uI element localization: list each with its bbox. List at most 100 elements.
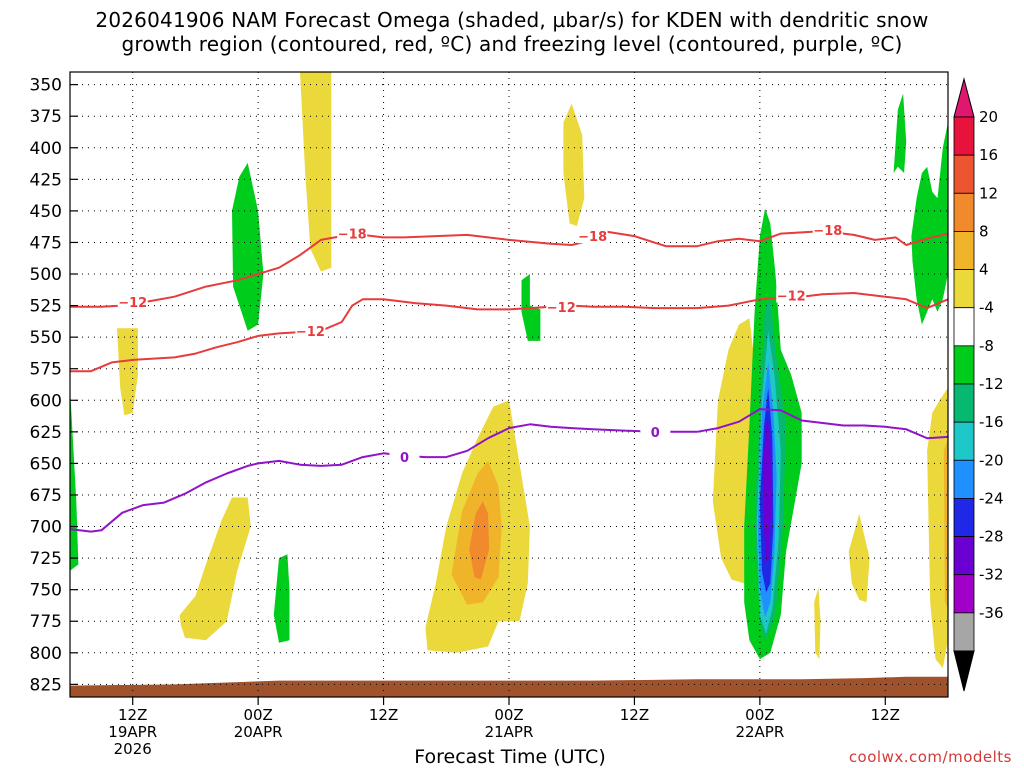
colorbar-label-11: -28 xyxy=(979,528,1004,546)
contour-label-freezing_level-1: 0 xyxy=(651,426,660,441)
colorbar-swatch-3 xyxy=(953,231,975,270)
y-tick-label-11: 625 xyxy=(30,423,62,443)
omega-region-23 xyxy=(943,438,948,609)
y-axis: 350 375 400 425 450 475 500 525 550 575 600 625 650 6… xyxy=(30,76,78,695)
colorbar-label-10: -24 xyxy=(979,489,1004,507)
colorbar-label-3: 8 xyxy=(979,222,989,240)
x-tick-label-5: 00Z xyxy=(745,706,774,724)
colorbar-swatch-11 xyxy=(953,536,975,576)
contour-label-freezing_level-0: 0 xyxy=(400,451,409,466)
y-tick-label-3: 425 xyxy=(30,170,62,190)
colorbar-label-7: -12 xyxy=(979,375,1004,393)
chart-title-line2: growth region (contoured, red, ºC) and f… xyxy=(121,32,903,56)
omega-region-11 xyxy=(712,318,755,584)
chart-title-line1: 2026041906 NAM Forecast Omega (shaded, µ… xyxy=(95,8,929,32)
colorbar-label-2: 12 xyxy=(979,184,998,202)
y-tick-label-1: 375 xyxy=(30,107,62,127)
contour-label-dgz_minus12-1: −12 xyxy=(296,325,325,340)
contour-label-dgz_minus18-2: −18 xyxy=(813,224,842,239)
x-axis-title: Forecast Time (UTC) xyxy=(414,746,606,768)
contour-label-bg-dgz_minus18-2 xyxy=(812,221,843,237)
contour-label-dgz_minus12-3: −12 xyxy=(777,289,806,304)
contour-label-bg-dgz_minus12-3 xyxy=(776,287,807,303)
y-tick-label-7: 525 xyxy=(30,297,62,317)
omega-region-1 xyxy=(232,162,264,331)
contour-label-dgz_minus18-0: −18 xyxy=(338,228,367,243)
y-tick-label-4: 450 xyxy=(30,202,62,222)
contour-dgz_minus12 xyxy=(70,292,949,373)
x-date-label-3: 21APR xyxy=(485,723,534,741)
y-tick-label-14: 700 xyxy=(30,518,62,538)
terrain-layer xyxy=(70,676,948,697)
colorbar-bottom-arrow xyxy=(953,650,975,692)
colorbar-label-0: 20 xyxy=(979,108,998,126)
contour-label-dgz_minus12-2: −12 xyxy=(547,301,576,316)
colorbar-swatch-13 xyxy=(953,612,975,652)
omega-region-10 xyxy=(563,103,585,226)
colorbar: 20 16 12 8 4 -4 -8 -12 -16 -20 -24 -28 -32 -36 xyxy=(953,77,1004,692)
colorbar-swatch-8 xyxy=(953,421,975,461)
x-tick-label-0: 12Z xyxy=(118,706,147,724)
x-date-label-5: 22APR xyxy=(735,723,784,741)
colorbar-swatch-4 xyxy=(953,269,975,309)
y-tick-label-17: 775 xyxy=(30,612,62,632)
colorbar-swatch-10 xyxy=(953,498,975,537)
x-date-label-1: 20APR xyxy=(234,723,283,741)
contour-layer: −18 −18 −18 −12 −12 −12 −12 0 0 xyxy=(69,221,949,533)
omega-region-22 xyxy=(927,387,948,668)
contour-label-bg-dgz_minus12-0 xyxy=(117,293,148,309)
colorbar-swatch-5 xyxy=(953,307,975,347)
credit-link[interactable]: coolwx.com/modelts xyxy=(848,748,1012,766)
colorbar-label-5: -4 xyxy=(979,299,994,317)
x-tick-label-3: 00Z xyxy=(494,706,523,724)
y-tick-label-10: 600 xyxy=(30,391,62,411)
y-tick-label-15: 725 xyxy=(30,549,62,569)
colorbar-swatch-12 xyxy=(953,574,975,614)
colorbar-swatch-7 xyxy=(953,383,975,423)
omega-region-2 xyxy=(117,328,138,416)
y-tick-label-9: 575 xyxy=(30,360,62,380)
omega-region-21 xyxy=(911,109,948,325)
contour-freezing_level xyxy=(69,408,949,533)
x-tick-label-6: 12Z xyxy=(871,706,900,724)
colorbar-label-6: -8 xyxy=(979,337,994,355)
x-tick-label-4: 12Z xyxy=(620,706,649,724)
contour-label-bg-dgz_minus18-0 xyxy=(337,225,368,241)
y-tick-label-19: 825 xyxy=(30,675,62,695)
omega-region-19 xyxy=(814,587,821,660)
grid-layer xyxy=(70,72,948,697)
x-tick-label-2: 12Z xyxy=(369,706,398,724)
contour-label-bg-freezing_level-0 xyxy=(389,449,420,465)
omega-region-20 xyxy=(893,93,907,173)
y-tick-label-12: 650 xyxy=(30,454,62,474)
contour-label-bg-dgz_minus12-2 xyxy=(546,298,577,314)
y-tick-label-16: 750 xyxy=(30,581,62,601)
x-date-label-0: 19APR xyxy=(108,723,157,741)
y-tick-label-13: 675 xyxy=(30,486,62,506)
y-tick-label-5: 475 xyxy=(30,233,62,253)
colorbar-label-13: -36 xyxy=(979,604,1004,622)
y-tick-label-8: 550 xyxy=(30,328,62,348)
y-tick-label-6: 500 xyxy=(30,265,62,285)
x-year-label-0: 2026 xyxy=(114,740,152,758)
colorbar-label-9: -20 xyxy=(979,451,1004,469)
colorbar-swatch-0 xyxy=(953,116,975,156)
y-tick-label-18: 800 xyxy=(30,644,62,664)
colorbar-label-8: -16 xyxy=(979,413,1004,431)
contour-label-bg-dgz_minus12-1 xyxy=(295,322,326,338)
omega-region-3 xyxy=(179,497,251,641)
omega-region-4 xyxy=(273,554,290,643)
terrain-fill xyxy=(70,676,948,697)
contour-label-bg-dgz_minus18-1 xyxy=(577,228,608,244)
omega-region-5 xyxy=(70,387,79,571)
colorbar-swatch-2 xyxy=(953,192,975,232)
colorbar-label-12: -32 xyxy=(979,566,1004,584)
contour-label-dgz_minus18-1: −18 xyxy=(578,230,607,245)
y-tick-label-0: 350 xyxy=(30,76,62,96)
contour-label-bg-freezing_level-1 xyxy=(640,423,671,439)
omega-shading-layer xyxy=(70,72,948,668)
omega-region-8 xyxy=(469,501,490,580)
colorbar-top-arrow xyxy=(953,77,975,118)
